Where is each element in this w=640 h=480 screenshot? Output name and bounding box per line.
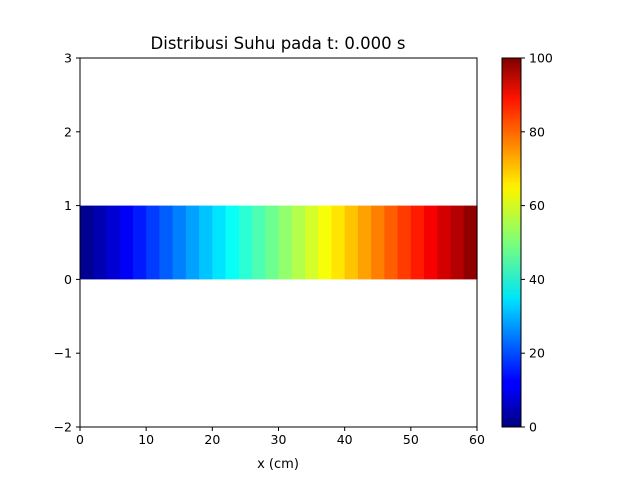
heatmap-cell [132,205,147,280]
x-tick-label: 30 [271,432,287,447]
heatmap-cell [278,205,293,280]
heatmap-cell [371,205,385,280]
heatmap-cell [146,205,160,280]
heatmap-cell [106,205,121,280]
heatmap-cell [93,205,108,280]
x-tick-label: 40 [337,432,353,447]
heatmap-cell [331,205,346,280]
x-tick-label: 60 [469,432,485,447]
heatmap-cell [252,205,266,280]
heatmap-cells [80,205,478,280]
y-tick-label: 1 [64,198,72,213]
heatmap-cell [119,205,134,280]
heatmap-cell [318,205,333,280]
y-tick-label: −2 [54,420,72,435]
colorbar-axis: 0 20 40 60 80 100 [521,51,553,435]
heatmap-cell [172,205,187,280]
heatmap-cell [450,205,465,280]
y-axis: −2 −1 0 1 2 3 [54,51,80,435]
heatmap-cell [463,205,478,280]
x-tick-label: 50 [403,432,419,447]
heatmap-cell [304,205,319,280]
colorbar-tick-label: 0 [529,420,537,435]
heatmap-cell [80,205,94,280]
chart-title: Distribusi Suhu pada t: 0.000 s [151,34,406,53]
heatmap-cell [159,205,174,280]
y-tick-label: 3 [64,51,72,66]
heatmap-cell [410,205,425,280]
heatmap-cell [212,205,227,280]
colorbar-tick-label: 20 [529,346,545,361]
heatmap-cell [424,205,438,280]
colorbar-tick-label: 100 [529,51,553,66]
heatmap-cell [238,205,253,280]
colorbar-tick-label: 40 [529,272,545,287]
y-tick-label: −1 [54,346,72,361]
heatmap-cell [225,205,240,280]
y-tick-label: 0 [64,272,72,287]
heatmap-cell [384,205,399,280]
heatmap-cell [265,205,280,280]
heatmap-cell [344,205,359,280]
heatmap-cell [199,205,213,280]
heatmap-cell [397,205,412,280]
colorbar [501,57,522,428]
colorbar-tick-label: 80 [529,124,545,139]
x-tick-label: 0 [76,432,84,447]
heatmap-cell [185,205,200,280]
x-axis-label: x (cm) [257,457,299,472]
y-tick-label: 2 [64,124,72,139]
heatmap-cell [357,205,372,280]
heatmap-cell [437,205,452,280]
x-tick-label: 20 [204,432,220,447]
heatmap-cell [291,205,306,280]
x-axis: 0 10 20 30 40 50 60 [76,427,485,447]
colorbar-tick-label: 60 [529,198,545,213]
x-tick-label: 10 [138,432,154,447]
